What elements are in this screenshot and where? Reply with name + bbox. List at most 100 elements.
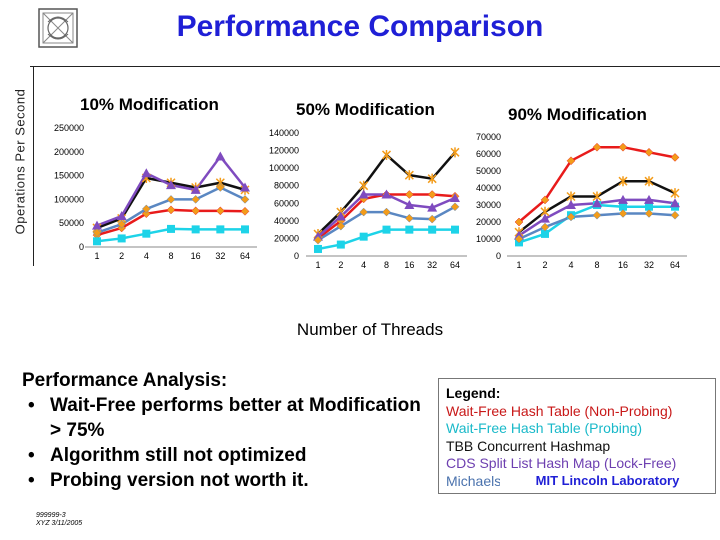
data-point-michaels <box>427 214 437 224</box>
slide-note: 999999-3 XYZ 3/11/2005 <box>36 512 82 528</box>
x-tick-label: 1 <box>94 251 99 261</box>
data-point-non-probing <box>404 190 414 199</box>
data-point-michaels <box>215 183 225 192</box>
x-tick-label: 64 <box>670 260 680 270</box>
y-tick-label: 200000 <box>54 147 84 157</box>
y-tick-label: 40000 <box>476 183 501 193</box>
data-point-michaels <box>240 195 250 204</box>
data-point-probing <box>191 225 200 234</box>
data-point-cds <box>404 200 415 210</box>
y-tick-label: 140000 <box>269 128 299 138</box>
y-tick-label: 20000 <box>274 233 299 243</box>
data-point-probing <box>336 240 345 249</box>
data-point-probing <box>117 234 126 243</box>
legend-item-tbb: TBB Concurrent Hashmap <box>446 437 611 454</box>
y-tick-label: 50000 <box>476 166 501 176</box>
data-point-probing <box>216 225 225 234</box>
y-tick-label: 0 <box>294 251 299 261</box>
data-point-non-probing <box>141 209 151 219</box>
data-point-michaels <box>404 213 414 223</box>
y-tick-label: 250000 <box>54 123 84 133</box>
x-tick-label: 16 <box>618 260 628 270</box>
x-tick-label: 1 <box>516 260 521 270</box>
x-tick-label: 2 <box>119 251 124 261</box>
y-tick-label: 0 <box>79 242 84 252</box>
x-tick-label: 64 <box>450 260 460 270</box>
analysis-heading: Performance Analysis: <box>22 370 228 391</box>
data-point-non-probing <box>566 156 576 166</box>
analysis-bullet: • Algorithm still not optimized <box>22 443 422 468</box>
data-point-probing <box>541 229 549 238</box>
analysis-bullet-text: Algorithm still not optimized <box>50 445 307 466</box>
y-tick-label: 60000 <box>274 198 299 208</box>
x-tick-label: 1 <box>315 260 320 270</box>
data-point-cds <box>540 213 550 223</box>
x-tick-label: 32 <box>215 251 225 261</box>
y-tick-label: 70000 <box>476 132 501 142</box>
data-point-tbb <box>566 191 576 202</box>
page-title: Performance Comparison <box>176 10 544 43</box>
data-point-tbb <box>644 176 654 187</box>
data-point-cds <box>358 189 369 199</box>
legend-box: Legend: Wait-Free Hash Table (Non-Probin… <box>438 378 716 494</box>
data-point-probing <box>428 225 437 234</box>
data-point-non-probing <box>644 147 654 157</box>
analysis-bullet: • Wait-Free performs better at Modificati… <box>22 393 422 443</box>
logo <box>38 8 78 48</box>
data-point-tbb <box>404 170 414 181</box>
data-point-tbb <box>381 149 392 160</box>
x-tick-label: 16 <box>191 251 201 261</box>
data-point-probing <box>167 224 175 233</box>
data-point-cds <box>240 182 250 192</box>
data-point-michaels <box>592 210 602 220</box>
legend-item-cds: CDS Split List Hash Map (Lock-Free) <box>446 455 677 471</box>
data-point-cds <box>141 168 152 178</box>
x-tick-label: 4 <box>361 260 366 270</box>
data-point-cds <box>592 198 602 208</box>
bullet-glyph: • <box>28 395 35 416</box>
data-point-non-probing <box>592 142 602 152</box>
data-point-probing <box>405 225 414 234</box>
analysis-bullet-text: Probing version not worth it. <box>50 470 309 491</box>
data-point-cds <box>92 220 102 230</box>
chart-title-10: 10% Modification <box>80 95 219 114</box>
analysis-bullet-text: Wait-Free performs better at Modificatio… <box>50 395 421 441</box>
data-point-non-probing <box>240 206 250 216</box>
data-point-probing <box>142 229 151 238</box>
analysis-bullet: • Probing version not worth it. <box>22 468 422 493</box>
data-point-cds <box>116 211 127 221</box>
left-rule <box>33 66 34 266</box>
data-point-cds <box>618 194 628 204</box>
data-point-cds <box>670 198 680 208</box>
data-point-cds <box>566 200 576 209</box>
chart-title-50: 50% Modification <box>296 100 435 119</box>
x-tick-label: 64 <box>240 251 250 261</box>
data-point-michaels <box>644 209 654 218</box>
data-point-probing <box>359 232 368 241</box>
slide-id: 999999-3 <box>36 512 66 519</box>
data-point-tbb <box>427 173 437 184</box>
data-point-probing <box>645 202 653 211</box>
y-tick-label: 20000 <box>476 217 501 227</box>
y-tick-label: 30000 <box>476 200 501 210</box>
chart-title-90: 90% Modification <box>508 105 647 124</box>
y-tick-label: 120000 <box>269 146 299 156</box>
data-point-michaels <box>336 221 346 231</box>
y-tick-label: 50000 <box>59 218 84 228</box>
x-tick-label: 4 <box>144 251 149 261</box>
data-point-non-probing <box>191 206 201 216</box>
data-point-cds <box>335 211 346 221</box>
data-point-michaels <box>382 207 391 217</box>
data-point-non-probing <box>166 205 176 215</box>
data-point-non-probing <box>514 217 524 227</box>
data-point-probing <box>93 237 101 246</box>
x-tick-label: 2 <box>338 260 343 270</box>
data-point-tbb <box>618 176 628 187</box>
data-point-michaels <box>450 202 460 212</box>
data-point-probing <box>451 225 459 234</box>
y-tick-label: 60000 <box>476 149 501 159</box>
data-point-tbb <box>359 180 369 191</box>
x-tick-label: 32 <box>427 260 437 270</box>
y-tick-label: 0 <box>496 251 501 261</box>
data-point-non-probing <box>215 206 225 216</box>
